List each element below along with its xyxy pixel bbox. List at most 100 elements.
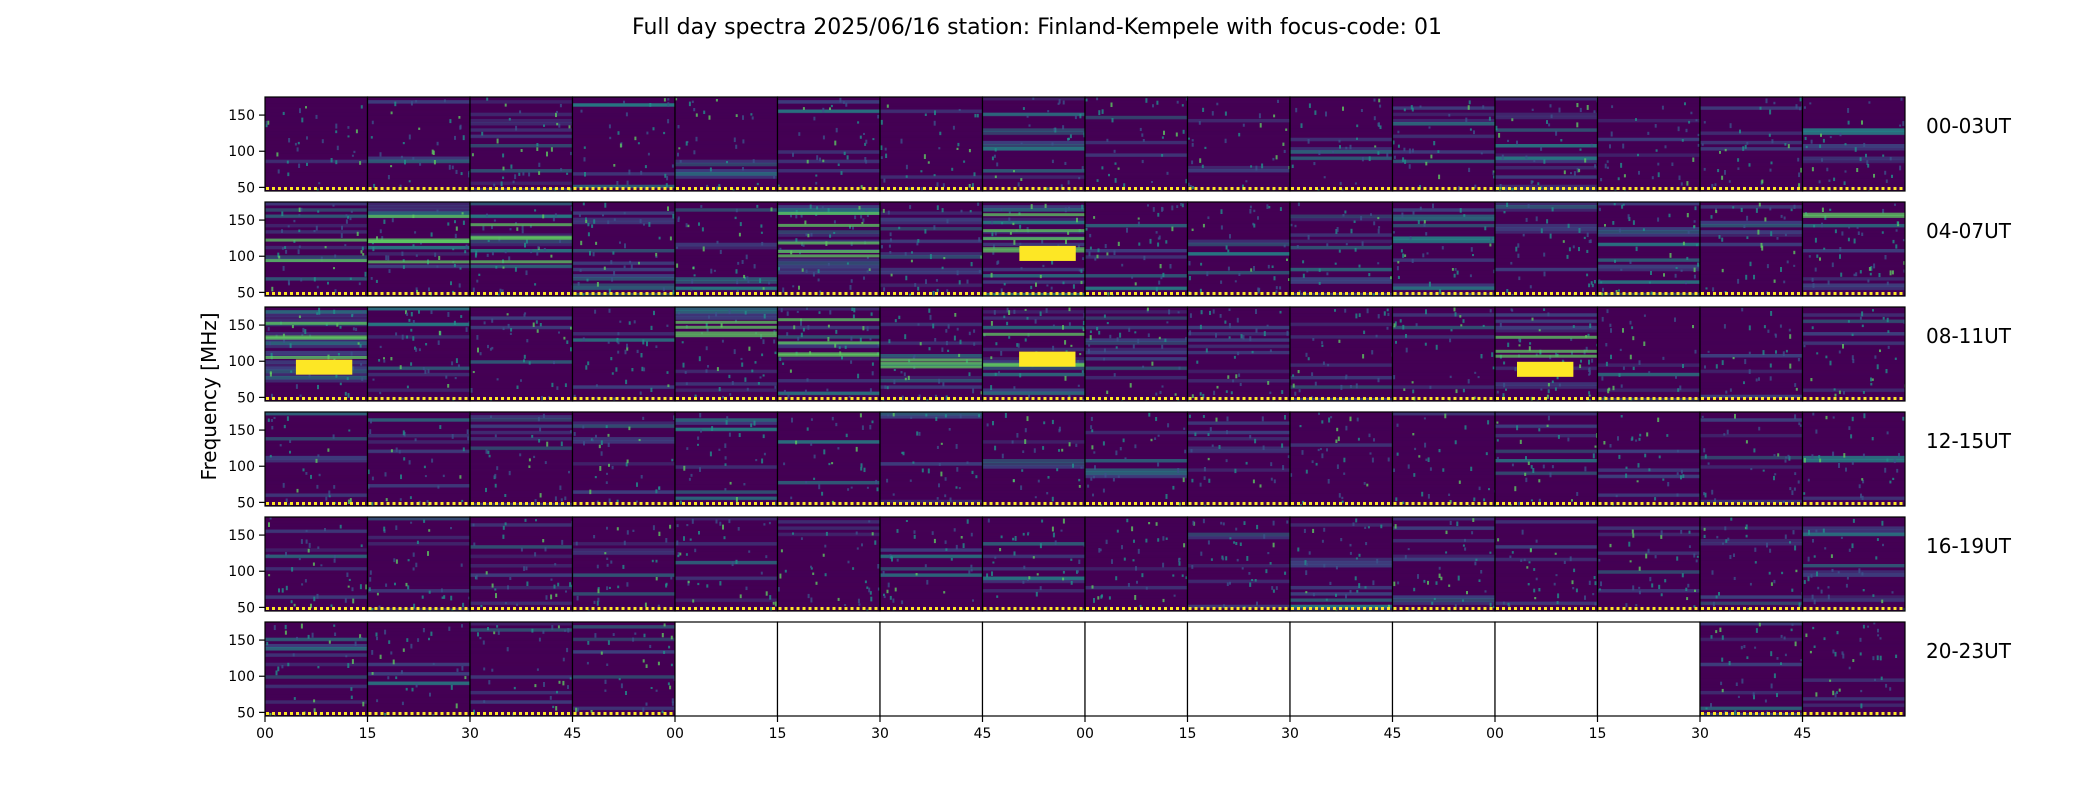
row-label: 12-15UT xyxy=(1926,429,2012,453)
y-tick-label: 50 xyxy=(237,495,255,511)
spectrum-panel xyxy=(1392,412,1496,506)
spectrum-panel xyxy=(470,202,575,296)
spectrum-panel xyxy=(1495,622,1598,716)
spectrum-panel xyxy=(265,307,368,401)
y-tick-label: 100 xyxy=(228,144,255,160)
spectrum-panel xyxy=(1085,517,1188,611)
x-axis: 00 15 30 45 00 15 30 45 00 15 30 45 00 15 30 45 xyxy=(256,716,1811,742)
x-tick-label: 45 xyxy=(1794,726,1812,742)
spectra-row: 50 100 150 08-11UT xyxy=(228,306,2012,406)
y-tick-label: 150 xyxy=(228,108,255,124)
x-tick-label: 45 xyxy=(564,726,582,742)
spectrum-panel xyxy=(777,202,880,296)
spectrum-panel xyxy=(367,622,470,716)
x-tick-label: 30 xyxy=(1281,726,1299,742)
y-tick-label: 100 xyxy=(228,354,255,370)
spectrum-panel xyxy=(675,622,778,716)
x-tick-label: 00 xyxy=(666,726,684,742)
spectra-row: 50 100 150 12-15UT xyxy=(228,411,2012,511)
x-tick-label: 30 xyxy=(871,726,889,742)
spectrum-panel xyxy=(470,622,573,716)
spectrum-panel xyxy=(880,517,983,611)
spectrum-panel xyxy=(1700,202,1803,296)
spectrum-panel xyxy=(982,202,1087,296)
spectrum-panel xyxy=(470,97,573,191)
spectrum-panel xyxy=(1700,517,1804,611)
spectrum-panel xyxy=(1085,412,1188,506)
y-tick-label: 100 xyxy=(228,669,255,685)
spectrum-panel xyxy=(777,622,880,716)
spectrum-panel xyxy=(1700,412,1805,506)
x-tick-label: 15 xyxy=(1589,726,1607,742)
spectrum-panel xyxy=(1700,97,1804,191)
x-tick-label: 15 xyxy=(769,726,787,742)
spectrum-panel xyxy=(777,517,882,611)
spectrum-panel xyxy=(1495,412,1599,506)
chart-title: Full day spectra 2025/06/16 station: Fin… xyxy=(632,15,1442,40)
spectrum-panel xyxy=(675,97,778,191)
spectrum-panel xyxy=(1802,517,1905,611)
spectrum-panel xyxy=(1085,97,1188,191)
spectrum-panel xyxy=(1187,202,1290,296)
spectrum-panel xyxy=(265,412,368,506)
spectrum-panel xyxy=(982,307,1086,401)
y-tick-label: 150 xyxy=(228,633,255,649)
spectrum-panel xyxy=(1187,412,1292,506)
spectrum-panel xyxy=(265,97,370,191)
spectrum-panel xyxy=(777,307,882,401)
spectrum-panel xyxy=(1392,622,1495,716)
spectrum-panel xyxy=(1495,517,1598,611)
spectrum-panel xyxy=(1597,517,1702,611)
spectrum-panel xyxy=(1597,622,1700,716)
spectrum-panel xyxy=(1290,202,1393,296)
spectrum-panel xyxy=(1597,202,1700,296)
missing-panel xyxy=(1290,622,1393,716)
x-tick-label: 00 xyxy=(1486,726,1504,742)
spectrum-panel xyxy=(1597,307,1700,401)
missing-panel xyxy=(982,622,1085,716)
spectrum-panel xyxy=(982,412,1085,506)
spectrum-panel xyxy=(1392,202,1496,296)
spectrum-panel xyxy=(982,622,1085,716)
spectrum-panel xyxy=(1085,307,1188,401)
y-tick-label: 50 xyxy=(237,180,255,196)
x-tick-label: 15 xyxy=(1179,726,1197,742)
panel-frame xyxy=(1801,411,1906,507)
spectrum-panel xyxy=(675,202,778,296)
spectrum-panel xyxy=(265,202,370,296)
spectrum-panel xyxy=(367,412,472,506)
spectrum-panel xyxy=(1290,412,1395,506)
spectrum-panel xyxy=(470,517,574,611)
spectrum-panel xyxy=(1700,622,1803,716)
spectra-row: 50 100 150 16-19UT xyxy=(228,516,2012,616)
spectrum-panel xyxy=(1495,307,1599,401)
spectrum-panel xyxy=(1802,622,1905,716)
spectrum-panel xyxy=(265,622,368,716)
spectrum-panel xyxy=(1085,202,1190,296)
y-tick-label: 50 xyxy=(237,390,255,406)
spectrum-panel xyxy=(1495,202,1598,296)
spectrum-panel xyxy=(470,412,573,506)
x-tick-label: 00 xyxy=(1076,726,1094,742)
y-tick-label: 150 xyxy=(228,423,255,439)
x-tick-label: 30 xyxy=(1691,726,1709,742)
y-tick-label: 150 xyxy=(228,213,255,229)
x-tick-label: 00 xyxy=(256,726,274,742)
spectrum-panel xyxy=(572,202,675,296)
spectrum-panel xyxy=(880,307,984,401)
spectra-row: 50 100 150 20-23UT xyxy=(228,621,2012,721)
y-tick-label: 50 xyxy=(237,285,255,301)
panel-frame xyxy=(1801,621,1906,717)
spectrum-panel xyxy=(1187,517,1292,611)
y-tick-label: 50 xyxy=(237,705,255,721)
y-axis-label: Frequency [MHz] xyxy=(197,312,221,480)
spectrum-panel xyxy=(265,517,369,611)
missing-panel xyxy=(880,622,983,716)
spectrum-panel xyxy=(880,202,985,296)
panel-frame xyxy=(1801,96,1906,192)
spectra-row: 50 100 150 04-07UT xyxy=(228,201,2012,301)
y-tick-label: 150 xyxy=(228,528,255,544)
spectrum-panel xyxy=(1290,307,1394,401)
spectrum-panel xyxy=(367,97,472,191)
